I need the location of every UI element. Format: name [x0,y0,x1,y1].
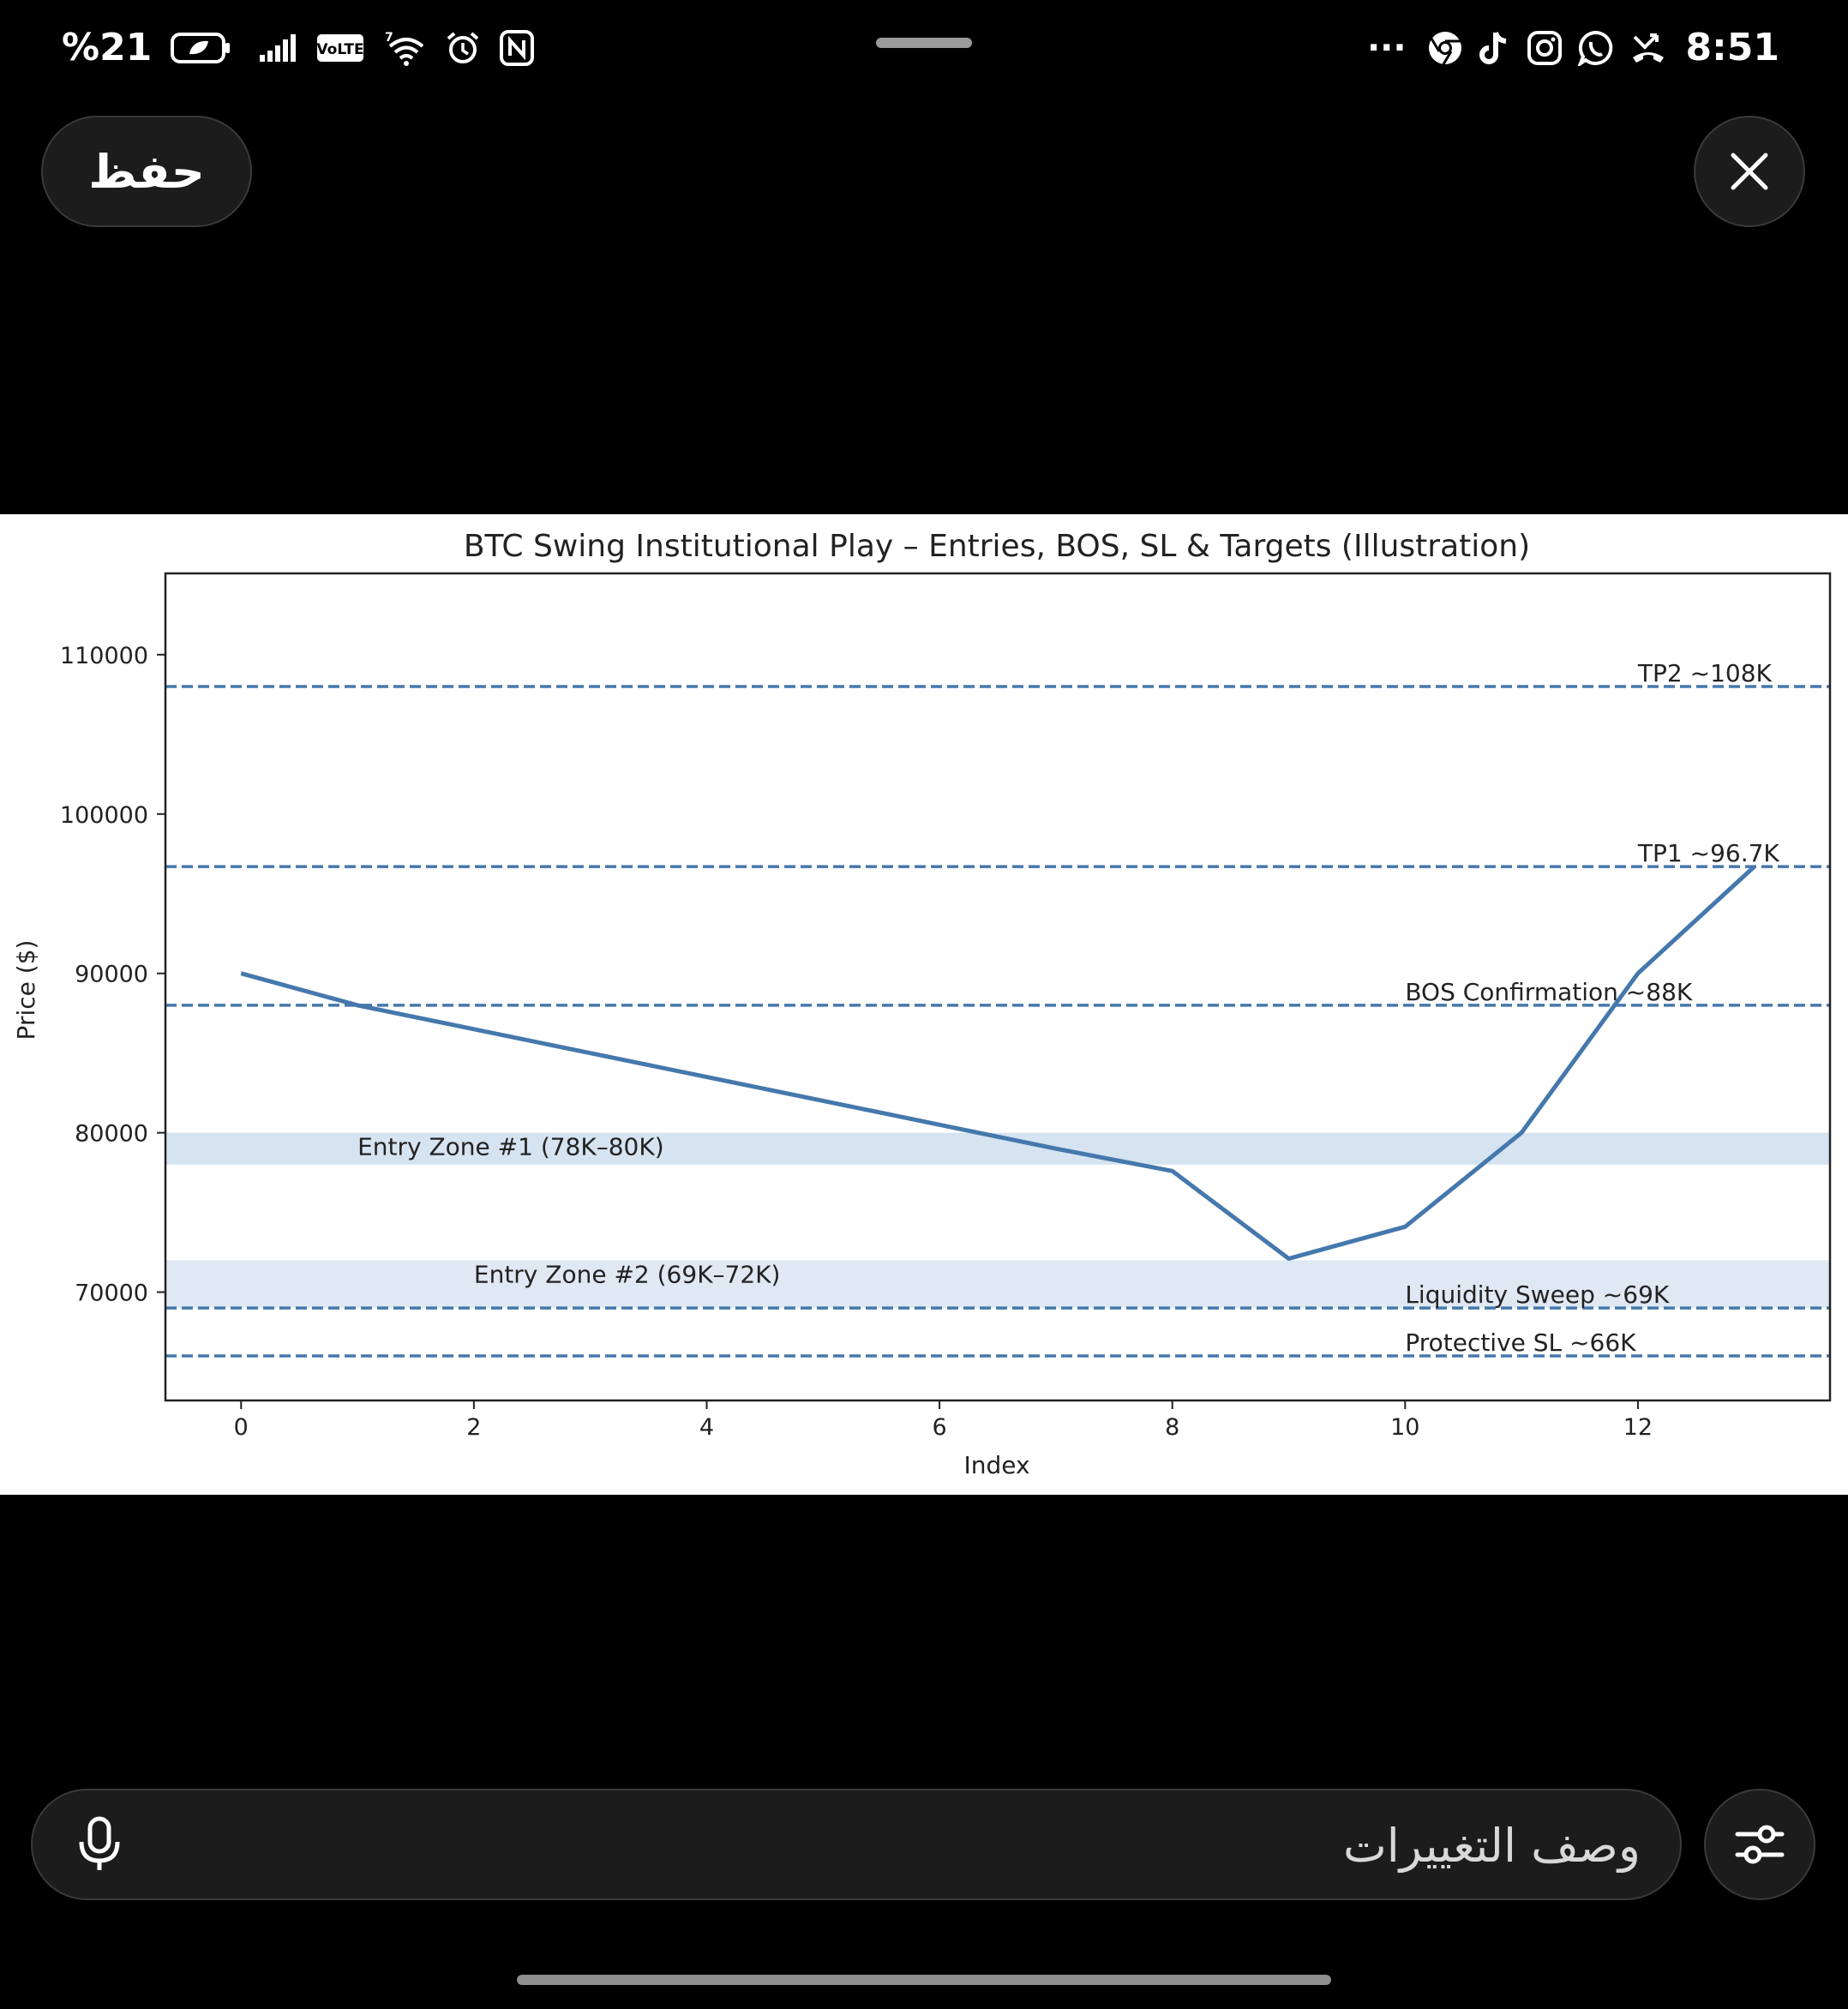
mic-icon [79,1816,120,1870]
nfc-icon [500,30,535,66]
home-indicator[interactable] [517,1975,1331,1985]
sliders-icon [1735,1825,1785,1864]
status-bar-left: %21 VoLTE [62,21,535,75]
instagram-icon [1527,30,1563,66]
entry-zone-band-2 [165,1260,1830,1309]
y-tick-label: 80000 [75,1121,148,1148]
clock: 8:51 [1685,26,1779,69]
status-bar-right: ··· [1367,21,1779,75]
level-label-5: Protective SL ~66K [1405,1328,1636,1357]
mic-button[interactable] [69,1814,130,1875]
signal-icon [258,33,297,63]
x-tick-label: 4 [699,1414,714,1441]
entry-zone-label-1: Entry Zone #1 (78K–80K) [357,1133,664,1161]
y-tick-label: 70000 [75,1280,148,1307]
describe-changes-input[interactable] [182,1806,1642,1885]
settings-button[interactable] [1704,1789,1815,1900]
x-tick-label: 8 [1165,1414,1179,1441]
tiktok-icon [1479,30,1511,66]
volte-icon: VoLTE [316,33,364,63]
drag-handle[interactable] [876,38,972,48]
level-label-3: BOS Confirmation ~88K [1405,978,1693,1006]
y-tick-label: 90000 [75,962,148,988]
prompt-bar [31,1789,1682,1900]
status-bar: %21 VoLTE [0,0,1848,94]
battery-icon [171,32,231,64]
chart-y-axis-label: Price ($) [12,940,40,1040]
svg-text:7: 7 [385,31,393,45]
chart-series [240,865,1756,1261]
chart-image: BTC Swing Institutional Play – Entries, … [0,514,1848,1495]
x-tick-label: 10 [1390,1414,1419,1441]
chart-annotations: Entry Zone #1 (78K–80K) Entry Zone #2 (69… [357,659,1779,1357]
chart-svg: BTC Swing Institutional Play – Entries, … [0,514,1848,1495]
level-label-4: Liquidity Sweep ~69K [1405,1280,1670,1309]
save-button[interactable]: حفظ [41,116,252,227]
level-label-1: TP2 ~108K [1637,659,1773,687]
chart-axes: 0 2 4 6 8 10 12 70000 80000 90000 100000 110000 [60,572,1832,1441]
chart-x-axis-label: Index [963,1451,1029,1479]
battery-percent: %21 [62,26,153,69]
close-button[interactable] [1694,116,1805,227]
chart-title: BTC Swing Institutional Play – Entries, … [464,529,1530,564]
chrome-icon [1427,30,1463,66]
chart-hlines [165,685,1830,1358]
close-icon [1731,153,1768,190]
x-tick-label: 2 [466,1414,481,1441]
price-series-line [240,865,1756,1261]
wifi-icon: 7 [383,29,426,67]
y-tick-label: 100000 [60,802,148,829]
alarm-icon [445,30,481,66]
plot-frame [164,572,1832,1402]
y-tick-label: 110000 [60,643,148,669]
whatsapp-icon [1577,30,1614,66]
volte-label: VoLTE [317,41,364,58]
x-tick-label: 0 [234,1414,249,1441]
overflow-indicator: ··· [1366,28,1407,68]
level-label-2: TP1 ~96.7K [1637,839,1780,867]
entry-zone-label-2: Entry Zone #2 (69K–72K) [474,1260,781,1288]
x-tick-label: 12 [1623,1414,1653,1441]
x-tick-label: 6 [933,1414,947,1441]
missed-call-icon [1629,30,1667,66]
